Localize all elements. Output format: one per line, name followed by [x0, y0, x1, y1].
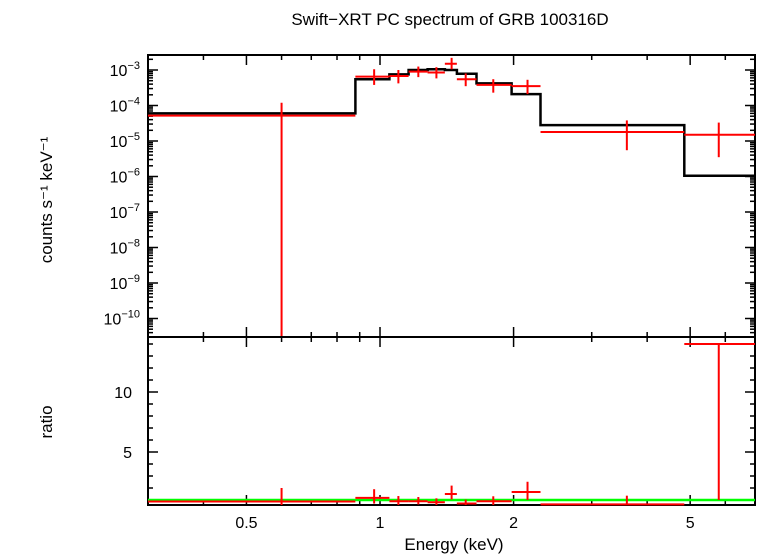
spectrum-data-point: [476, 79, 512, 93]
ratio-data-point: [355, 489, 390, 504]
y-tick-label: 10−5: [110, 131, 140, 151]
ratio-data-points: [148, 343, 755, 506]
ratio-data-point: [476, 496, 512, 505]
spectrum-panel-ticks: [147, 55, 756, 337]
x-tick-label: 2: [509, 515, 518, 532]
ratio-panel: 5 10 0.5 1 2 5: [114, 336, 756, 532]
spectrum-data-point: [684, 122, 755, 158]
ratio-data-point: [456, 499, 477, 505]
ratio-panel-frame: [147, 336, 756, 506]
y-tick-label: 10−9: [110, 273, 140, 293]
x-tick-label: 0.5: [235, 515, 257, 532]
spectrum-data-point: [427, 67, 445, 79]
y-tick-label: 10−8: [110, 238, 140, 258]
ratio-data-point: [148, 488, 356, 505]
spectrum-data-point: [148, 102, 356, 337]
y-tick-label: 10−4: [110, 96, 140, 116]
x-axis-label: Energy (keV): [404, 535, 503, 554]
spectrum-y-tick-labels: 10−3 10−4 10−5 10−6 10−7 10−8 10−9 10−10: [104, 60, 140, 329]
ratio-data-point: [684, 343, 755, 500]
ratio-y-tick-labels: 5 10: [114, 385, 132, 462]
y-tick-label: 10−7: [110, 202, 140, 222]
spectrum-data-points: [148, 57, 755, 337]
chart-title: Swift−XRT PC spectrum of GRB 100316D: [291, 10, 608, 29]
x-tick-label: 1: [376, 515, 385, 532]
y-tick-label: 10−3: [110, 60, 140, 80]
ratio-data-point: [408, 497, 428, 505]
energy-x-tick-labels: 0.5 1 2 5: [235, 515, 694, 532]
spectrum-y-axis-label: counts s⁻¹ keV⁻¹: [37, 136, 56, 263]
spectrum-data-point: [389, 70, 409, 84]
y-tick-label: 5: [123, 445, 132, 462]
ratio-y-axis-label: ratio: [37, 405, 56, 438]
ratio-data-point: [511, 481, 541, 500]
spectrum-data-point: [355, 69, 390, 85]
ratio-data-point: [540, 495, 685, 506]
spectrum-data-point: [408, 66, 428, 78]
spectrum-panel: 10−3 10−4 10−5 10−6 10−7 10−8 10−9 10−10: [104, 54, 756, 338]
y-tick-label: 10−10: [104, 309, 140, 329]
ratio-data-point: [389, 496, 409, 505]
spectrum-data-point: [540, 120, 685, 151]
spectrum-data-point: [511, 79, 541, 95]
spectrum-data-point: [456, 73, 477, 87]
y-tick-label: 10−6: [110, 167, 140, 187]
ratio-data-point: [444, 485, 457, 500]
spectrum-data-point: [444, 57, 457, 70]
ratio-data-point: [427, 498, 445, 505]
x-tick-label: 5: [686, 515, 695, 532]
y-tick-label: 10: [114, 385, 132, 402]
